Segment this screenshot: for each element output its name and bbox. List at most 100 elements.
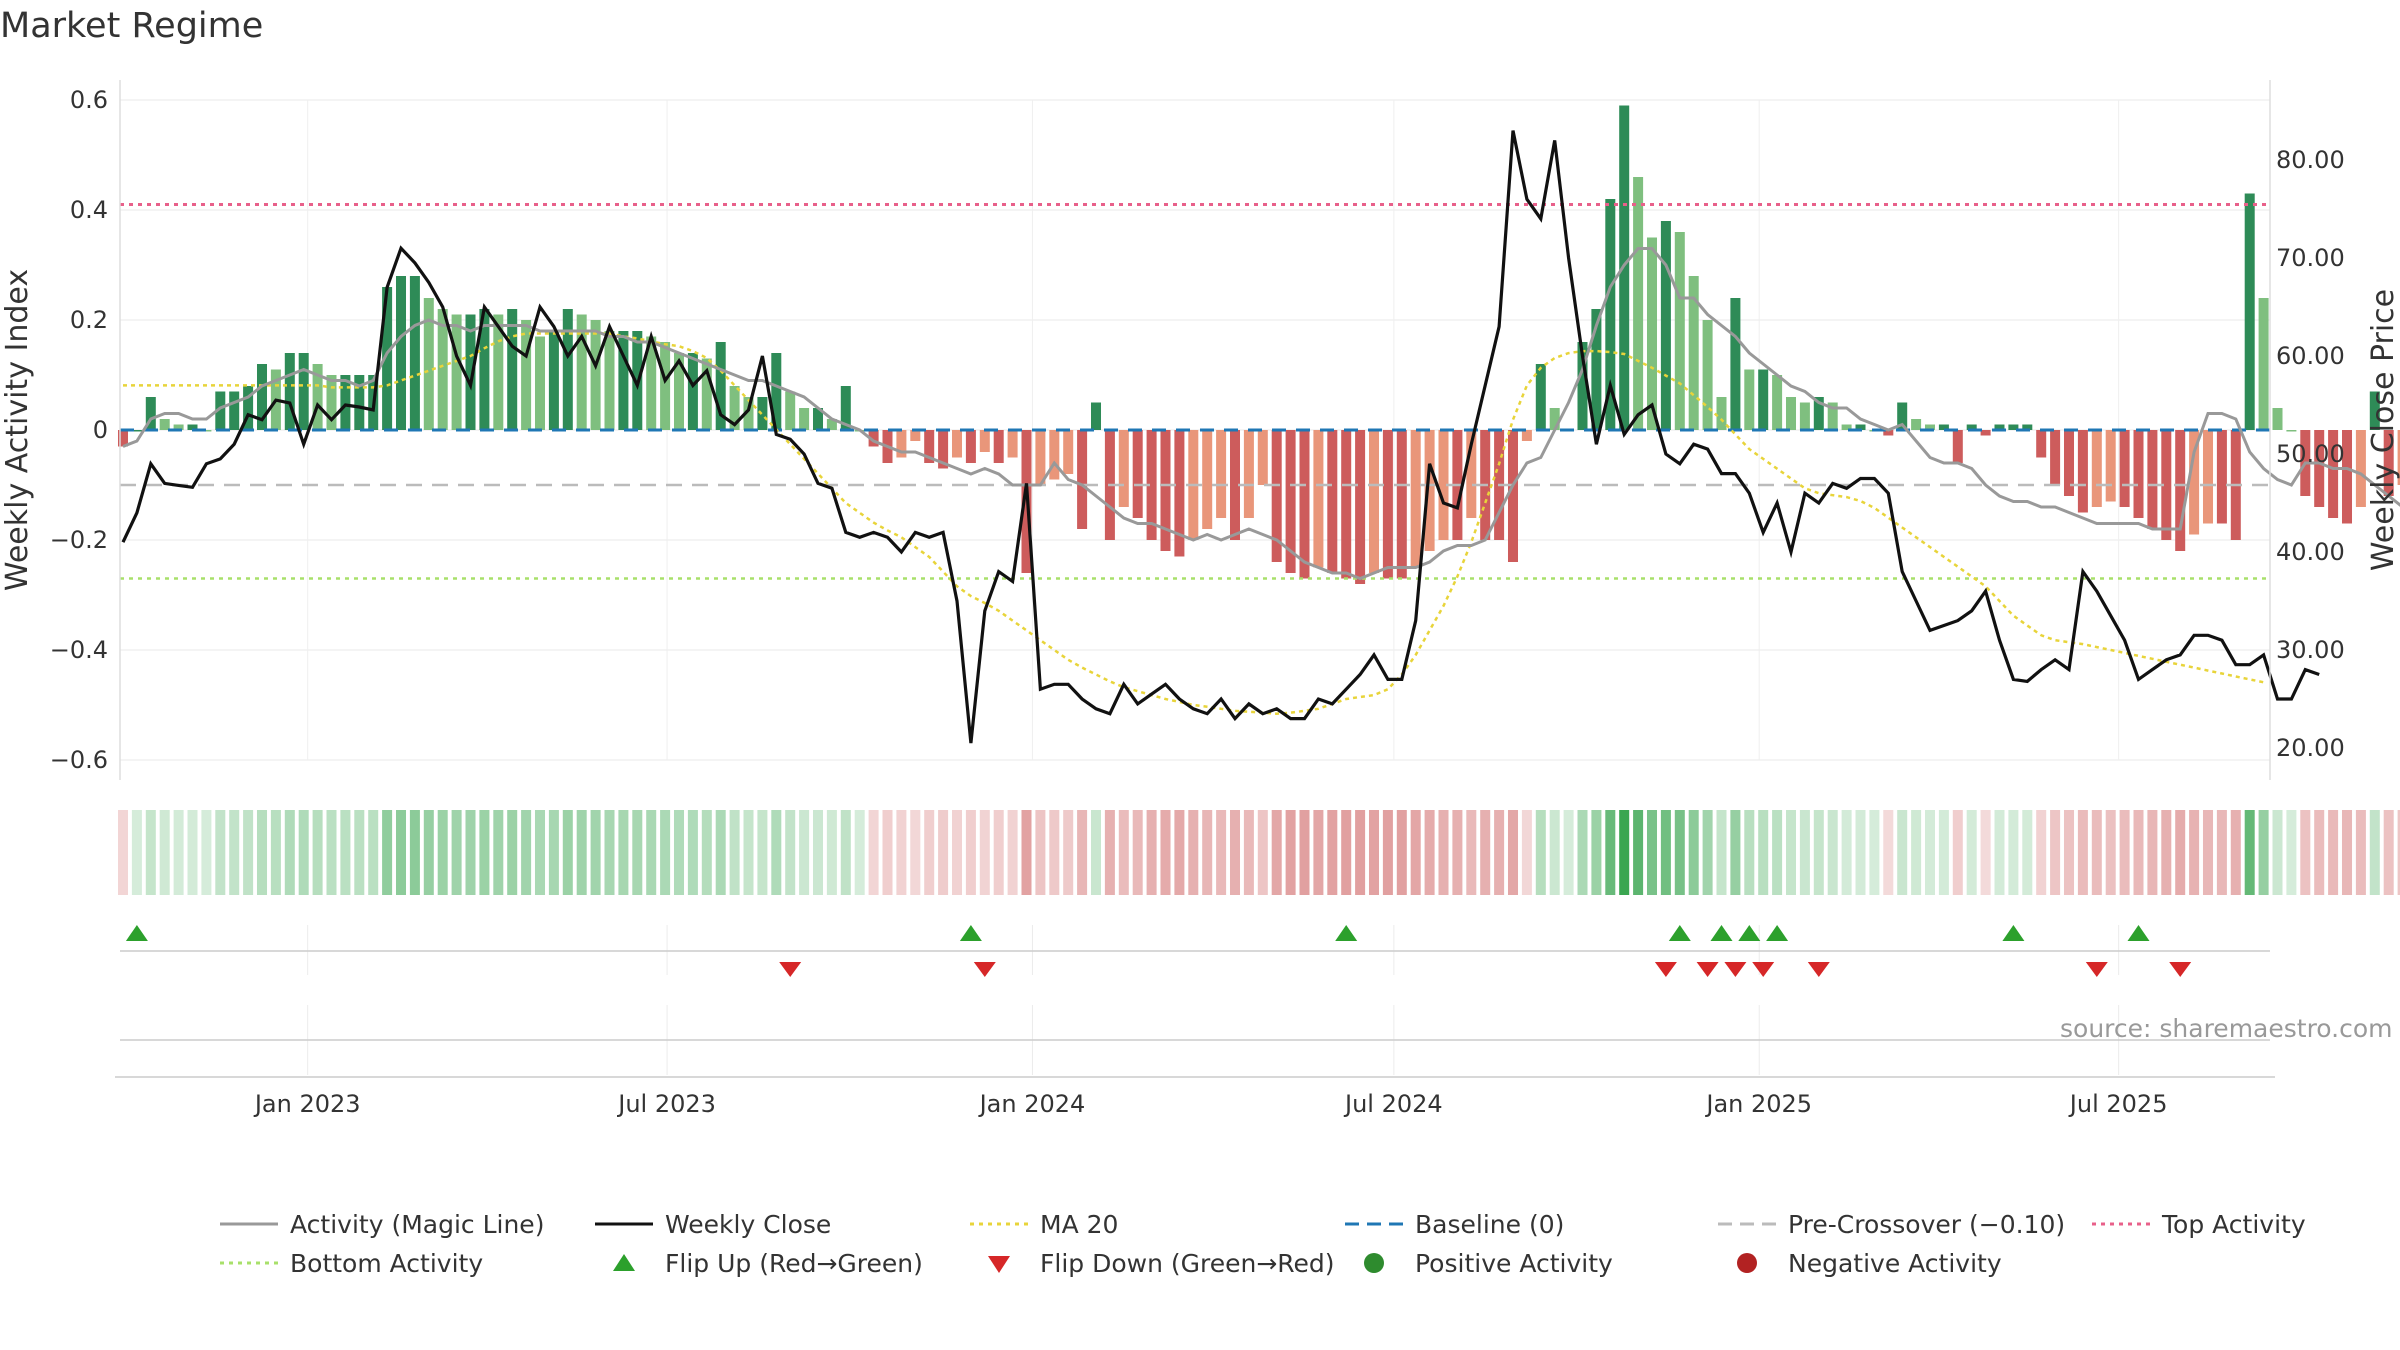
regime-cell [1285,810,1296,895]
activity-bar [382,287,393,430]
activity-bar [2286,430,2297,432]
activity-bar [1841,424,1852,430]
activity-bar [743,397,754,430]
regime-cell [1077,810,1088,895]
activity-bar [1327,430,1338,573]
regime-cell [1980,810,1991,895]
regime-cell [298,810,309,895]
legend-label: Top Activity [2161,1210,2306,1239]
regime-cell [1605,810,1616,895]
regime-cell [1549,810,1560,895]
activity-bar [1674,232,1685,430]
y-tick-right: 30.00 [2276,636,2345,664]
regime-cell [1396,810,1407,895]
activity-bar [354,375,365,430]
regime-cell [1716,810,1727,895]
activity-bar [701,358,712,430]
flip-up-marker [1766,925,1789,941]
legend-item: Pre-Crossover (−0.10) [1718,1210,2065,1239]
regime-cell [1702,810,1713,895]
regime-cell [1202,810,1213,895]
legend-item: Weekly Close [595,1210,831,1239]
grid-layer [120,99,2270,1075]
regime-cell [1035,810,1046,895]
flip-down-marker [2169,962,2192,977]
regime-cell [2077,810,2088,895]
y-tick-right: 70.00 [2276,244,2345,272]
regime-cell [2091,810,2102,895]
regime-cell [1563,810,1574,895]
activity-bar [1202,430,1213,529]
activity-bar [896,430,907,458]
regime-cell [868,810,879,895]
activity-bar [2050,430,2061,485]
regime-cell [632,810,643,895]
activity-bar [1966,424,1977,430]
regime-cell [1507,810,1519,895]
activity-bar [229,391,240,430]
activity-bar [1716,397,1727,430]
activity-bar [117,430,129,447]
activity-bar [340,375,351,430]
y-tick-left: −0.6 [50,746,108,774]
regime-cell [1480,810,1491,895]
regime-cell [812,810,824,895]
regime-cell [1730,810,1741,895]
regime-cell [1660,810,1671,895]
activity-bar [423,298,434,430]
regime-cell [2050,810,2061,895]
activity-bar [298,353,309,430]
activity-bar [1382,430,1393,579]
activity-bar [534,336,546,430]
activity-bar [1827,402,1838,430]
regime-cell [2397,810,2400,895]
activity-bar [618,331,629,430]
activity-bar [590,320,601,430]
activity-bar [2147,430,2158,529]
activity-bar [910,430,921,441]
activity-bar [840,386,851,430]
regime-cell [1104,810,1115,895]
weekly-close-line [121,130,2320,744]
activity-bar [2244,193,2255,430]
activity-bar [173,424,184,430]
activity-bar [687,353,698,430]
y-tick-left: −0.2 [50,526,108,554]
activity-bar [1897,402,1908,430]
regime-cell [1271,810,1282,895]
activity-bar [1410,430,1421,568]
legend-swatch-triangle-down [988,1256,1010,1273]
activity-bar [646,336,657,430]
regime-cell [1577,810,1588,895]
activity-bar [2105,430,2116,502]
regime-cell [1090,810,1102,895]
legend-item: MA 20 [970,1210,1118,1239]
flip-down-marker [1724,962,1747,977]
activity-bar [1132,430,1143,518]
activity-bar [243,386,254,430]
regime-cell [2369,810,2380,895]
activity-bar [1577,342,1588,430]
regime-cell [117,810,129,895]
axes: 0.6 0.4 0.2 0 −0.2 −0.4 −0.6 80.00 70.00 60.00 50.… [50,80,2345,1118]
y-tick-left: 0.4 [70,196,108,224]
regime-cell [2161,810,2172,895]
activity-bar [1702,320,1713,430]
regime-cell [673,810,685,895]
regime-cell [1772,810,1783,895]
activity-bar [256,364,268,430]
regime-cell [1633,810,1644,895]
activity-bar [965,430,976,463]
regime-cell [1243,810,1254,895]
legend-item: Baseline (0) [1345,1210,1564,1239]
regime-cell [590,810,601,895]
source-note: source: sharemaestro.com [2060,1014,2393,1043]
activity-bar [1952,430,1963,463]
regime-cell [2355,810,2366,895]
activity-bar [715,342,726,430]
activity-bar [465,314,476,430]
regime-cell [395,810,407,895]
activity-bar [2091,430,2102,507]
regime-cell [1257,810,1268,895]
